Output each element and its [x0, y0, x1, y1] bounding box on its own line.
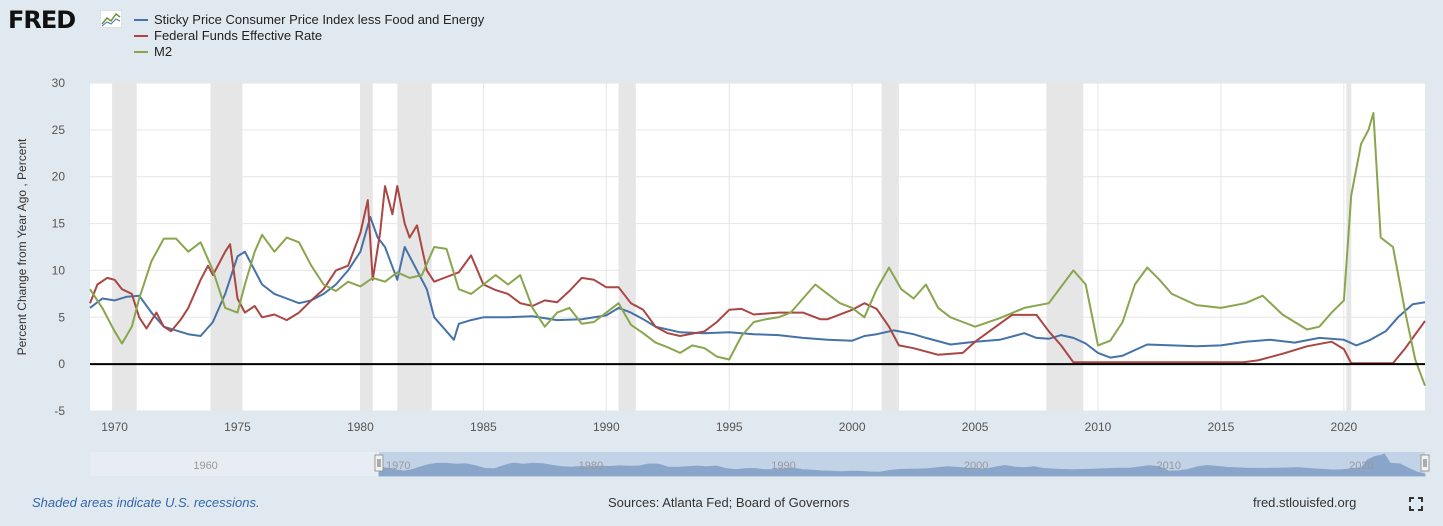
- x-tick-label: 1980: [347, 420, 374, 434]
- recessions-note: Shaded areas indicate U.S. recessions.: [32, 495, 260, 510]
- x-tick-label: 2010: [1085, 420, 1112, 434]
- range-navigator[interactable]: 1960 1970 1980 1990 2000 2010 2020: [90, 452, 1430, 477]
- navigator-handle[interactable]: [1420, 454, 1430, 472]
- x-tick-label: 2015: [1208, 420, 1235, 434]
- series-line-0: [89, 216, 1426, 359]
- fred-logo[interactable]: FRED: [8, 6, 76, 34]
- legend-item-sticky-cpi[interactable]: Sticky Price Consumer Price Index less F…: [134, 12, 484, 28]
- recession-band: [397, 83, 432, 411]
- navigator-label: 1960: [193, 460, 217, 472]
- navigator-label: 1980: [579, 460, 603, 472]
- recession-band: [1046, 83, 1084, 411]
- series-lines: [89, 112, 1426, 387]
- x-tick-label: 1985: [470, 420, 497, 434]
- navigator-label: 2000: [964, 460, 988, 472]
- gridlines: [90, 82, 1425, 412]
- legend-swatch: [134, 51, 148, 53]
- recession-bands: [112, 83, 1352, 411]
- y-tick-label: 10: [52, 263, 66, 277]
- recession-band: [618, 83, 636, 411]
- recession-band: [112, 83, 137, 411]
- y-tick-label: 5: [58, 310, 65, 324]
- navigator-label: 1990: [771, 460, 795, 472]
- x-tick-label: 1995: [716, 420, 743, 434]
- legend-swatch: [134, 19, 148, 21]
- chart-legend: Sticky Price Consumer Price Index less F…: [134, 12, 484, 60]
- recession-band: [360, 83, 373, 411]
- y-tick-label: 15: [52, 217, 66, 231]
- recession-band: [1346, 83, 1352, 411]
- navigator-label: 2020: [1349, 460, 1373, 472]
- navigator-selection: [378, 452, 1425, 476]
- legend-swatch: [134, 35, 148, 37]
- x-tick-label: 2020: [1331, 420, 1358, 434]
- navigator-label: 2010: [1157, 460, 1181, 472]
- y-axis-label: Percent Change from Year Ago , Percent: [15, 138, 29, 355]
- x-tick-label: 2000: [839, 420, 866, 434]
- plot-area[interactable]: [90, 83, 1425, 411]
- x-tick-label: 1970: [101, 420, 128, 434]
- legend-item-fed-funds[interactable]: Federal Funds Effective Rate: [134, 28, 484, 44]
- y-tick-label: 30: [52, 76, 66, 90]
- fred-graph-icon: [100, 10, 122, 28]
- navigator-label: 1970: [386, 460, 410, 472]
- legend-label: M2: [154, 44, 173, 59]
- x-tick-label: 1975: [224, 420, 251, 434]
- fullscreen-icon[interactable]: [1408, 496, 1424, 512]
- legend-item-m2[interactable]: M2: [134, 44, 484, 60]
- legend-label: Sticky Price Consumer Price Index less F…: [154, 12, 485, 27]
- y-tick-label: 0: [58, 357, 65, 371]
- series-line-1: [89, 185, 1426, 365]
- x-tick-label: 1990: [593, 420, 620, 434]
- recession-band: [881, 83, 899, 411]
- sources-note: Sources: Atlanta Fed; Board of Governors: [608, 495, 850, 510]
- legend-label: Federal Funds Effective Rate: [154, 28, 323, 43]
- series-line-2: [89, 112, 1426, 387]
- site-link[interactable]: fred.stlouisfed.org: [1253, 495, 1357, 510]
- y-tick-label: -5: [54, 404, 65, 418]
- navigator-handle[interactable]: [374, 454, 384, 472]
- y-tick-label: 25: [52, 123, 66, 137]
- y-tick-label: 20: [52, 170, 66, 184]
- navigator-series: [378, 453, 1426, 477]
- fred-logo-text: FRED: [8, 6, 76, 34]
- x-tick-label: 2005: [962, 420, 989, 434]
- axes: -5 0 5 10 15 20 25 30 1970 1975 1980 1985 1990 1995 20…: [52, 76, 1425, 434]
